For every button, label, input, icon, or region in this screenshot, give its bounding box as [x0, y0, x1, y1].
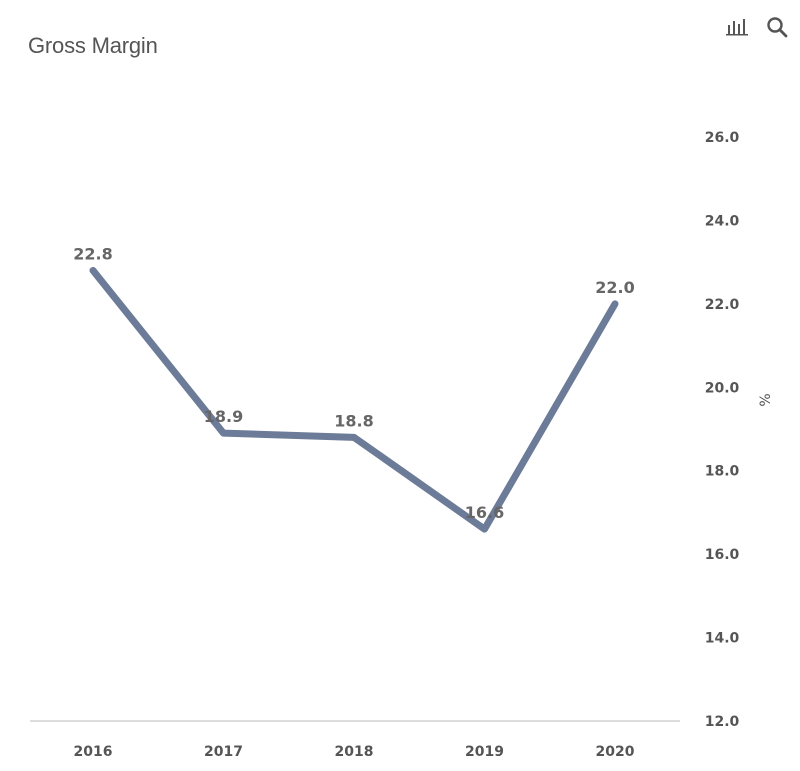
y-tick-label: 22.0 — [705, 297, 740, 313]
y-tick-label: 18.0 — [705, 464, 740, 480]
data-label: 16.6 — [465, 503, 504, 522]
y-axis-ticks: 12.0 14.0 16.0 18.0 20.0 22.0 24.0 26.0 — [705, 130, 740, 730]
x-tick-label: 2020 — [596, 744, 635, 760]
y-tick-label: 26.0 — [705, 130, 740, 146]
x-tick-label: 2016 — [74, 744, 113, 760]
y-tick-label: 14.0 — [705, 631, 740, 647]
data-label: 18.9 — [204, 407, 243, 426]
x-axis-ticks: 2016 2017 2018 2019 2020 — [74, 744, 635, 760]
y-tick-label: 24.0 — [705, 213, 740, 229]
x-tick-label: 2017 — [204, 744, 243, 760]
search-icon[interactable] — [764, 14, 790, 40]
x-tick-label: 2019 — [465, 744, 504, 760]
chart-toolbar — [724, 14, 790, 40]
y-tick-label: 12.0 — [705, 714, 740, 730]
y-axis-unit-label: % — [758, 393, 774, 406]
data-label: 22.0 — [595, 278, 634, 297]
data-labels: 22.8 18.9 18.8 16.6 22.0 — [73, 244, 634, 522]
bar-chart-icon[interactable] — [724, 14, 750, 40]
y-tick-label: 20.0 — [705, 380, 740, 396]
data-label: 22.8 — [73, 244, 112, 263]
data-label: 18.8 — [334, 411, 373, 430]
y-tick-label: 16.0 — [705, 547, 740, 563]
series-line — [89, 266, 619, 533]
x-tick-label: 2018 — [335, 744, 374, 760]
chart-title: Gross Margin — [28, 33, 158, 58]
